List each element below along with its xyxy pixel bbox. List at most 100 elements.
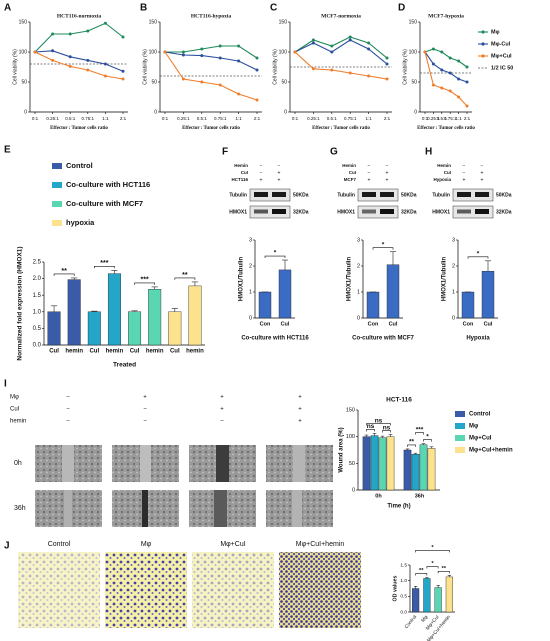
x-tick-label: 1:1: [102, 116, 109, 121]
blot-condition: MCF7: [344, 177, 357, 182]
bar: [434, 587, 442, 613]
y-tick-label: 0: [452, 315, 455, 321]
y-tick-label: 2.5: [33, 260, 42, 266]
chart-title: HCT-116: [386, 397, 412, 404]
bar: [445, 576, 453, 613]
significance-label: ns: [367, 423, 375, 430]
x-tick-label: 0h: [375, 493, 382, 499]
invasion-images: [18, 552, 361, 628]
y-tick-label: 0: [414, 109, 417, 115]
panel-letter: D: [398, 3, 405, 14]
y-tick-label: 1.0: [400, 578, 407, 584]
x-tick-label: 1:1: [235, 116, 242, 121]
x-tick-label: 0.5:1: [65, 116, 76, 121]
data-point: [367, 47, 371, 51]
x-tick-label: 1:1: [365, 116, 372, 121]
y-tick-label: 1.5: [33, 293, 42, 299]
significance-bracket: [407, 444, 416, 447]
significance-bracket: [366, 429, 375, 432]
significance-label: **: [419, 568, 424, 574]
blot-size: 50KDa: [401, 192, 417, 198]
data-point: [311, 67, 315, 71]
blot-condition: Hypoxia: [433, 177, 451, 182]
data-point: [457, 95, 461, 99]
blot-sign: −: [463, 163, 466, 169]
wound-gap: [142, 490, 148, 527]
y-tick-label: 50: [281, 79, 287, 85]
x-tick-label: 2:1: [254, 116, 261, 121]
x-axis-label: Effector : Tumor cells ratio: [417, 126, 475, 131]
blot-band: [272, 209, 286, 214]
x-axis-label: Effector : Tumor cells ratio: [182, 126, 240, 131]
invasion-image: [279, 552, 361, 628]
y-tick-label: 50: [151, 79, 157, 85]
significance-bracket: [423, 439, 432, 442]
x-axis-label: Treated: [113, 362, 136, 369]
data-point: [385, 77, 389, 81]
data-point: [237, 92, 241, 96]
legend-label: hypoxia: [66, 218, 95, 227]
treatment-sign: −: [220, 419, 224, 425]
y-tick-label: 3: [357, 237, 360, 243]
y-tick-label: 150: [409, 19, 418, 25]
x-tick-label: 0:1: [292, 116, 299, 121]
x-tick-label: hemin: [106, 349, 124, 355]
x-axis-label: Time (h): [387, 504, 410, 510]
significance-bracket: [415, 432, 424, 435]
y-axis-label: Wound area (%): [339, 427, 345, 472]
data-point: [367, 74, 371, 78]
y-tick-label: 0: [249, 315, 252, 321]
significance-label: *: [431, 561, 434, 567]
significance-bracket: [415, 573, 428, 576]
y-axis-label: HMOX1/Tubulin: [347, 257, 353, 302]
data-point: [457, 59, 461, 63]
bar: [423, 578, 431, 613]
data-point: [218, 44, 222, 48]
legend-label: 1/2 IC 50: [491, 65, 513, 71]
data-point: [385, 56, 389, 60]
data-point: [385, 62, 389, 66]
legend-label: Mφ+CuI+hemin: [469, 448, 513, 454]
data-point: [121, 69, 125, 73]
legend-marker: [481, 30, 485, 34]
bar: [107, 273, 121, 346]
data-point: [255, 98, 259, 102]
time-label: 0h: [14, 460, 22, 467]
blot-band: [254, 192, 268, 197]
x-tick-label: CuI: [170, 349, 180, 355]
legend-swatch: [52, 163, 62, 169]
x-tick-label: 2:1: [120, 116, 127, 121]
blot-sign: −: [463, 170, 466, 176]
panel-letter: H: [425, 147, 432, 158]
x-tick-label: CuI: [484, 321, 493, 327]
data-point: [121, 35, 125, 39]
y-tick-label: 100: [19, 49, 28, 55]
x-tick-label: Con: [368, 321, 379, 327]
data-point: [440, 86, 444, 90]
blot-protein: Tubulin: [432, 192, 450, 198]
blot-sign: −: [386, 163, 389, 169]
x-tick-label: 0.5:1: [327, 116, 338, 121]
blot-condition: CuI: [241, 170, 248, 175]
data-point: [330, 68, 334, 72]
data-point: [103, 74, 107, 78]
invasion-cells: [18, 552, 100, 628]
treatment-sign: +: [298, 395, 302, 401]
data-point: [465, 80, 469, 84]
legend-label: Control: [469, 412, 491, 418]
legend-marker: [481, 54, 485, 58]
wound-gap: [140, 445, 151, 482]
invasion-image: [105, 552, 187, 628]
treatment-sign: +: [220, 407, 224, 413]
significance-label: *: [382, 241, 385, 248]
series-line: [34, 50, 124, 72]
x-tick-label: 0.75:1: [444, 116, 457, 121]
data-point: [218, 83, 222, 87]
x-tick-label: hemin: [146, 349, 164, 355]
chart-title: MCF7-normoxia: [321, 13, 361, 19]
blot-band: [457, 209, 471, 214]
data-point: [163, 50, 167, 54]
x-tick-label: Mφ: [420, 614, 429, 623]
